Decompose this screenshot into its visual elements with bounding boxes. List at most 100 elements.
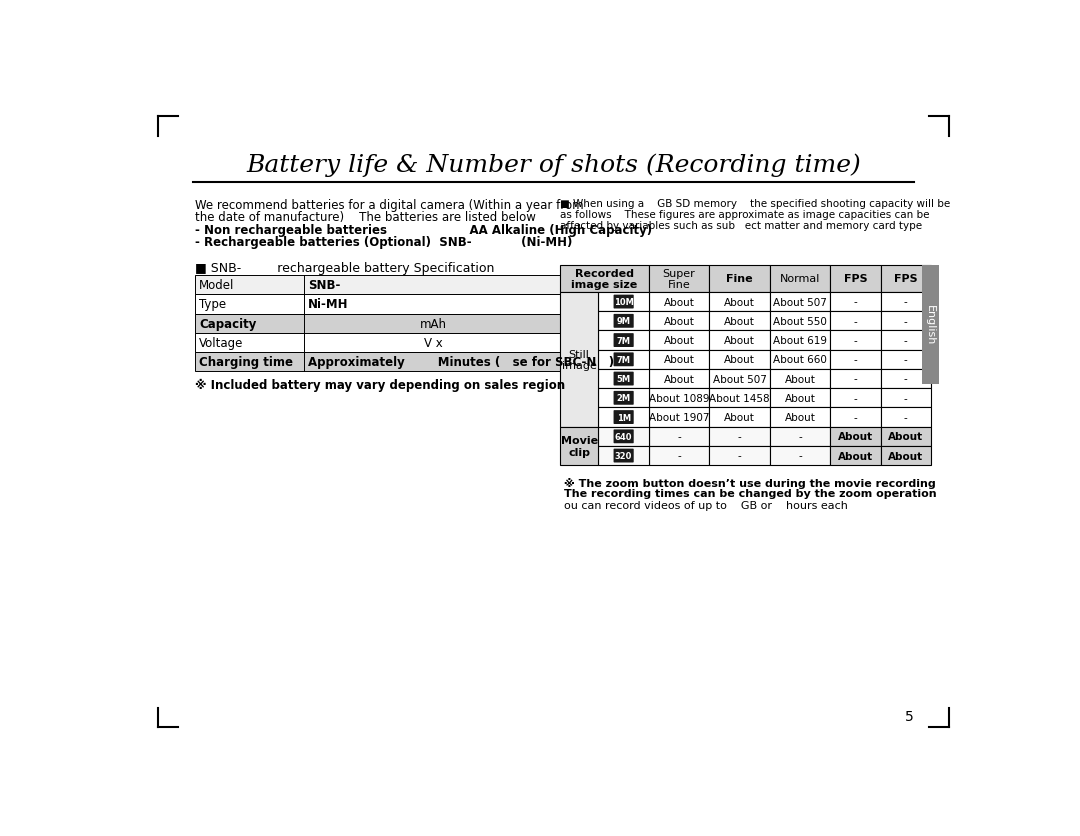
Bar [710, 408, 770, 427]
Text: ■ SNB-         rechargeable battery Specification: ■ SNB- rechargeable battery Specificatio… [195, 262, 495, 275]
Bar [195, 314, 564, 334]
Bar [195, 353, 564, 372]
Bar [649, 312, 710, 331]
Text: - Non rechargeable batteries                    AA Alkaline (High Capacity): - Non rechargeable batteries AA Alkaline… [195, 223, 652, 237]
Text: ※ The zoom button doesn’t use during the movie recording: ※ The zoom button doesn’t use during the… [564, 477, 935, 488]
Text: FPS: FPS [843, 274, 867, 284]
Bar [559, 427, 598, 466]
Text: About: About [784, 375, 815, 384]
Text: -: - [677, 451, 680, 461]
Bar [831, 293, 880, 312]
Bar [195, 276, 564, 295]
Text: affected by variables such as sub   ect matter and memory card type: affected by variables such as sub ect ma… [559, 221, 922, 230]
Bar [649, 408, 710, 427]
Text: About: About [784, 394, 815, 403]
FancyBboxPatch shape [613, 353, 634, 367]
Text: 9M: 9M [617, 317, 631, 326]
Bar [598, 331, 649, 350]
Bar [649, 266, 710, 293]
Bar [710, 370, 770, 389]
FancyBboxPatch shape [613, 449, 634, 463]
Text: -: - [798, 432, 801, 441]
Text: Super
Fine: Super Fine [663, 268, 696, 290]
Bar [598, 370, 649, 389]
Bar [649, 331, 710, 350]
Text: -: - [904, 355, 907, 364]
Text: About: About [724, 413, 755, 422]
Bar [880, 331, 931, 350]
Text: ■ When using a    GB SD memory    the specified shooting capacity will be: ■ When using a GB SD memory the specifie… [559, 199, 950, 209]
Bar [559, 266, 649, 293]
Bar [649, 427, 710, 446]
Text: V x: V x [424, 336, 443, 349]
Bar [770, 350, 831, 370]
Text: Charging time: Charging time [200, 355, 294, 369]
FancyBboxPatch shape [613, 295, 634, 309]
Bar [880, 408, 931, 427]
Text: Capacity: Capacity [200, 317, 257, 330]
Text: 5M: 5M [617, 375, 631, 384]
Text: About: About [838, 432, 873, 441]
Text: 640: 640 [615, 432, 633, 441]
Bar [831, 266, 880, 293]
Text: About: About [724, 298, 755, 307]
Text: -: - [904, 298, 907, 307]
Bar [880, 427, 931, 446]
Bar [831, 312, 880, 331]
Text: 7M: 7M [617, 355, 631, 364]
Bar [880, 389, 931, 408]
FancyBboxPatch shape [613, 372, 634, 386]
Text: -: - [853, 355, 858, 364]
Bar [770, 266, 831, 293]
Text: About: About [838, 451, 873, 461]
Text: -: - [853, 413, 858, 422]
Text: as follows    These figures are approximate as image capacities can be: as follows These figures are approximate… [559, 210, 929, 220]
Text: English: English [926, 305, 935, 345]
Bar [649, 293, 710, 312]
Text: -: - [853, 394, 858, 403]
Bar [831, 389, 880, 408]
Text: 5: 5 [905, 709, 914, 723]
Text: Ni-MH: Ni-MH [308, 298, 349, 311]
Text: Battery life & Number of shots (Recording time): Battery life & Number of shots (Recordin… [246, 154, 861, 177]
Text: 7M: 7M [617, 336, 631, 345]
Bar [770, 293, 831, 312]
Text: ※ Included battery may vary depending on sales region: ※ Included battery may vary depending on… [195, 378, 566, 391]
Text: About: About [663, 298, 694, 307]
Bar [831, 427, 880, 446]
Text: -: - [904, 394, 907, 403]
Text: -: - [904, 317, 907, 326]
Text: -: - [853, 317, 858, 326]
Text: -: - [738, 451, 741, 461]
Text: About: About [724, 317, 755, 326]
Text: -: - [904, 336, 907, 345]
Text: The recording times can be changed by the zoom operation: The recording times can be changed by th… [564, 489, 936, 499]
Text: Recorded
image size: Recorded image size [571, 268, 637, 290]
Bar [921, 266, 939, 385]
Text: -: - [738, 432, 741, 441]
Bar [710, 266, 770, 293]
Text: Normal: Normal [780, 274, 820, 284]
Bar [770, 389, 831, 408]
Text: -: - [853, 336, 858, 345]
Bar [831, 370, 880, 389]
Text: -: - [853, 375, 858, 384]
Text: About 1089: About 1089 [649, 394, 710, 403]
Bar [598, 389, 649, 408]
Text: -: - [677, 432, 680, 441]
Text: Fine: Fine [726, 274, 753, 284]
Bar [831, 408, 880, 427]
Text: Type: Type [200, 298, 227, 311]
Bar [880, 350, 931, 370]
Text: We recommend batteries for a digital camera (Within a year from: We recommend batteries for a digital cam… [195, 199, 584, 212]
Bar [770, 408, 831, 427]
Bar [598, 293, 649, 312]
Text: Approximately        Minutes (   se for SBC-N   ): Approximately Minutes ( se for SBC-N ) [308, 355, 613, 369]
Text: ou can record videos of up to    GB or    hours each: ou can record videos of up to GB or hour… [564, 500, 848, 510]
Text: About 507: About 507 [713, 375, 767, 384]
Bar [649, 350, 710, 370]
Text: SNB-: SNB- [308, 278, 340, 292]
Text: Voltage: Voltage [200, 336, 244, 349]
Text: About 660: About 660 [773, 355, 827, 364]
Text: About 619: About 619 [773, 336, 827, 345]
